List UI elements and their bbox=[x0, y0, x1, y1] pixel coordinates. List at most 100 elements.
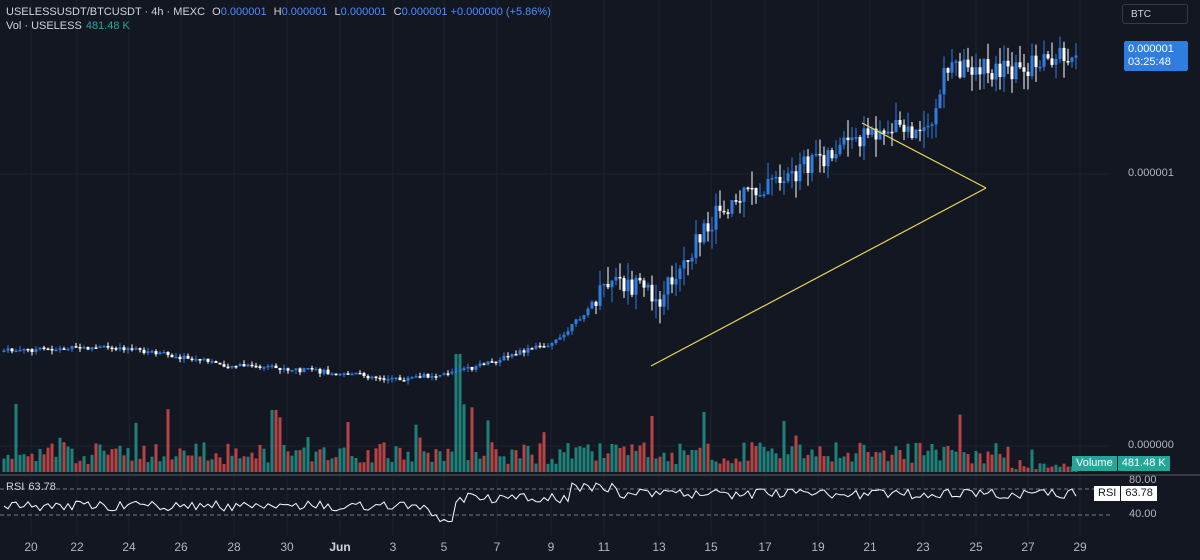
candle-body bbox=[738, 201, 742, 203]
candle-body bbox=[950, 62, 954, 73]
candle-body bbox=[526, 348, 530, 353]
volume-bar bbox=[274, 410, 278, 472]
volume-bar bbox=[354, 457, 358, 472]
candle-body bbox=[198, 359, 202, 361]
volume-bar bbox=[270, 410, 274, 472]
volume-bar bbox=[1050, 466, 1054, 472]
volume-bar bbox=[1038, 463, 1042, 472]
volume-bar bbox=[634, 450, 638, 472]
candle-body bbox=[594, 301, 598, 306]
candle-body bbox=[434, 376, 438, 378]
volume-bar bbox=[678, 443, 682, 472]
volume-bar bbox=[538, 443, 542, 472]
volume-bar bbox=[310, 461, 314, 472]
candle-body bbox=[134, 348, 138, 350]
candle-body bbox=[578, 319, 582, 321]
volume-bar bbox=[242, 456, 246, 472]
candle-body bbox=[642, 280, 646, 288]
candle-body bbox=[522, 350, 526, 353]
candle-body bbox=[658, 299, 662, 307]
candle-body bbox=[486, 361, 490, 365]
volume-bar bbox=[154, 444, 158, 472]
volume-bar bbox=[890, 454, 894, 472]
currency-badge[interactable]: BTC bbox=[1122, 4, 1188, 24]
date-tick-label: 29 bbox=[1073, 540, 1087, 554]
last-price: 0.000001 bbox=[1128, 43, 1174, 55]
candle-body bbox=[974, 67, 978, 75]
volume-bar bbox=[486, 420, 490, 472]
volume-bar bbox=[750, 442, 754, 472]
candle-body bbox=[202, 358, 206, 361]
price-axis-label-lower: 0.000000 bbox=[1128, 439, 1174, 451]
date-axis[interactable]: 20 22 24 26 28 30 Jun 3 5 7 9 11 13 15 17 19 21 23 25 27 29 bbox=[0, 540, 1200, 560]
candle-body bbox=[58, 348, 62, 350]
volume-bar bbox=[886, 461, 890, 472]
candle-body bbox=[38, 347, 42, 350]
volume-bar bbox=[126, 448, 130, 472]
candle-body bbox=[954, 61, 958, 63]
last-price-tag: 0.000001 03:25:48 bbox=[1124, 41, 1188, 71]
date-tick-label: 11 bbox=[597, 540, 611, 554]
volume-bar bbox=[658, 456, 662, 472]
candle-body bbox=[206, 358, 210, 362]
volume-bar bbox=[958, 414, 962, 472]
volume-bar bbox=[366, 450, 370, 472]
candle-body bbox=[182, 355, 186, 360]
low-key: L bbox=[334, 6, 341, 18]
candle-body bbox=[746, 187, 750, 190]
date-tick-label: 19 bbox=[811, 540, 825, 554]
candle-body bbox=[294, 368, 298, 371]
rsi-legend[interactable]: RSI 63.78 bbox=[6, 481, 56, 493]
candle-body bbox=[298, 368, 302, 373]
candle-body bbox=[90, 347, 94, 350]
candle-body bbox=[402, 380, 406, 382]
candle-body bbox=[662, 294, 666, 307]
candle-body bbox=[582, 315, 586, 320]
volume-bar bbox=[706, 443, 710, 472]
volume-legend-label: Vol · USELESS bbox=[6, 20, 82, 32]
candle-body bbox=[630, 279, 634, 295]
candle-body bbox=[790, 171, 794, 174]
volume-bar bbox=[866, 451, 870, 472]
candle-body bbox=[230, 366, 234, 368]
volume-legend[interactable]: Vol · USELESS 481.48 K bbox=[6, 20, 130, 32]
lower-trendline[interactable] bbox=[650, 187, 987, 367]
volume-bar bbox=[422, 451, 426, 472]
date-tick-label: 21 bbox=[863, 540, 877, 554]
candle-body bbox=[998, 63, 1002, 78]
candle-body bbox=[386, 379, 390, 381]
volume-bar bbox=[266, 462, 270, 472]
candle-body bbox=[814, 153, 818, 156]
volume-bar bbox=[550, 458, 554, 472]
volume-bar bbox=[786, 454, 790, 472]
volume-bar bbox=[1030, 449, 1034, 472]
rsi-tag-label: RSI bbox=[1094, 486, 1121, 501]
volume-bar bbox=[578, 446, 582, 472]
bar-countdown: 03:25:48 bbox=[1128, 56, 1171, 68]
date-tick-label: Jun bbox=[329, 540, 351, 554]
candle-body bbox=[366, 375, 370, 379]
volume-bar bbox=[258, 444, 262, 472]
candle-body bbox=[622, 278, 626, 292]
candle-body bbox=[426, 373, 430, 378]
candle-body bbox=[94, 347, 98, 349]
volume-bar bbox=[794, 435, 798, 472]
candle-body bbox=[454, 370, 458, 372]
candle-body bbox=[694, 234, 698, 258]
volume-bar bbox=[246, 456, 250, 472]
candle-body bbox=[22, 348, 26, 351]
candle-body bbox=[638, 277, 642, 281]
volume-bar bbox=[922, 455, 926, 472]
volume-bar bbox=[694, 449, 698, 472]
candle-body bbox=[1022, 67, 1026, 72]
upper-trendline[interactable] bbox=[861, 122, 987, 189]
volume-bar bbox=[334, 457, 338, 472]
volume-bar bbox=[114, 448, 118, 472]
volume-bar bbox=[394, 446, 398, 472]
volume-bar bbox=[994, 443, 998, 472]
volume-bar bbox=[1046, 467, 1050, 472]
volume-bar bbox=[534, 463, 538, 472]
candle-body bbox=[778, 176, 782, 183]
symbol-legend[interactable]: USELESSUSDT/BTCUSDT · 4h · MEXC O0.00000… bbox=[6, 5, 551, 20]
